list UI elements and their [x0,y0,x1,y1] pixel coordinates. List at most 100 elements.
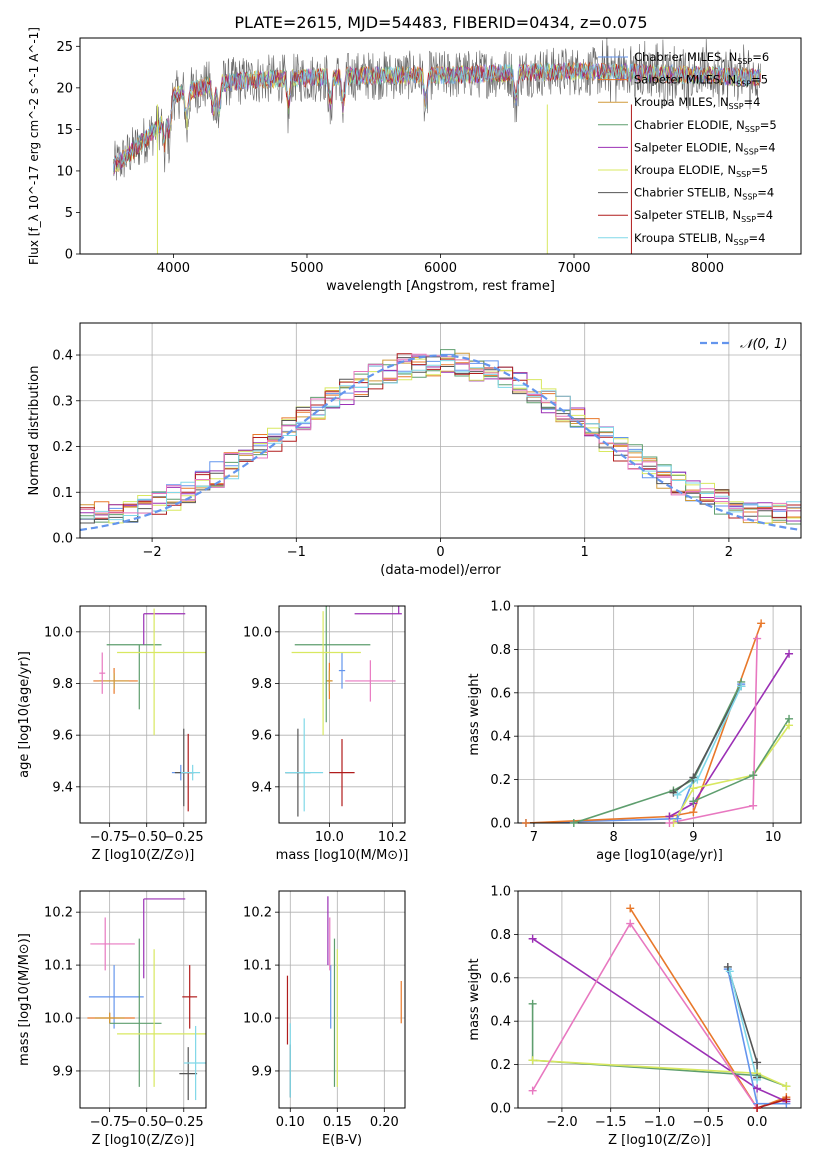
y-tick-label: 9.9 [52,1064,73,1079]
x-tick-label: −1.5 [595,1115,627,1130]
panel-mass-vs-EBV: 0.10 0.15 0.20 9.9 10.0 10.1 10.2 E(B-V) [243,890,406,1148]
errorbar-point-chabrier_miles [88,965,144,1029]
y-tick-label: 10.1 [243,959,272,974]
x-axis-label: age [log10(age/yr)] [596,848,723,863]
series-marker [521,819,530,827]
x-tick-label: −2.0 [546,1115,578,1130]
histogram-pink [80,353,801,521]
series-marker [689,797,698,806]
legend-entry: Chabrier ELODIE, NSSP=5 [634,118,777,134]
errorbar-point-pink [99,652,106,694]
plots-group: 4000 5000 6000 7000 80000510152025wavelength… [17,27,802,1148]
y-tick-label: 0.4 [52,349,73,364]
series-marker [725,967,734,976]
series-marker [749,771,758,780]
y-tick-label: 25 [56,40,73,55]
y-tick-label: 9.9 [251,1064,272,1079]
x-tick-label: 8 [610,830,618,845]
plot-area [518,606,801,823]
y-axis-label: mass weight [467,673,482,755]
series-marker [785,649,794,658]
y-tick-label: 0.2 [490,1058,511,1073]
series-marker [753,1075,762,1084]
series-line-salpeter_miles [525,623,762,823]
y-tick-label: 5 [65,206,73,221]
plot-area [80,606,206,823]
x-tick-label: 10.0 [315,830,344,845]
series-marker [528,1056,537,1065]
x-tick-label: 0.15 [323,1115,352,1130]
y-tick-label: 0.0 [52,532,73,547]
y-tick-label: 9.6 [52,729,73,744]
x-axis-label: mass [log10(M/M⊙)] [276,848,409,863]
series-marker [689,784,698,793]
y-tick-label: 0.6 [490,971,511,986]
x-tick-label: −0.25 [164,830,204,845]
series-marker [785,714,794,723]
errorbar-point-chabrier_stelib [174,728,193,807]
y-tick-label: 10.0 [44,1012,73,1027]
errorbar-point-kroupa_elodie [117,949,206,1087]
errorbar-point-kroupa_elodie [291,611,361,736]
y-tick-label: 9.6 [251,729,272,744]
y-axis-label: mass [log10(M/M⊙)] [17,933,32,1066]
errorbar-point-chabrier_elodie [294,606,371,723]
series-marker [528,1086,537,1095]
y-tick-label: 0 [65,248,73,263]
series-marker [693,775,702,784]
y-tick-label: 10.0 [44,625,73,640]
errorbar-point-salpeter_elodie [143,898,186,979]
series-marker [626,904,635,913]
x-tick-label: 1 [581,545,589,560]
series-marker [528,934,537,943]
series-marker [528,999,537,1008]
series-line-salpeter_miles [629,907,787,1108]
x-tick-label: −1 [287,545,306,560]
y-tick-label: 0.0 [490,817,511,832]
series-line-kroupa_elodie [672,724,790,823]
y-tick-label: 0.8 [490,928,511,943]
plot-area [279,606,405,823]
plot-area [80,323,801,538]
errorbar-point-kroupa_elodie [117,608,206,736]
x-tick-label: 6000 [424,261,457,276]
y-tick-label: 10.2 [44,906,73,921]
y-tick-label: 20 [56,81,73,96]
errorbar-point-salpeter_stelib [182,965,198,1029]
series-marker [749,801,758,810]
y-tick-label: 9.4 [52,780,73,795]
errorbar-point-pink [90,917,135,971]
y-tick-label: 9.8 [52,677,73,692]
errorbar-point-chabrier_stelib [179,1047,198,1101]
series-line-salpeter_stelib [756,1098,787,1108]
y-tick-label: 1.0 [490,885,511,900]
x-tick-label: 9 [689,830,697,845]
series-marker [626,919,635,928]
x-axis-label: Z [log10(Z/Z⊙)] [608,1133,711,1148]
histogram-kroupa_stelib [80,360,801,521]
legend-entry: Chabrier STELIB, NSSP=4 [634,186,774,202]
x-tick-label: −0.75 [90,1115,130,1130]
errorbar-point-kroupa_miles [326,670,333,692]
normal-curve [80,354,801,532]
y-tick-label: 0.4 [490,730,511,745]
panel-spectrum: 4000 5000 6000 7000 8000 0 5 10 15 20 25 wavelength… [27,27,802,294]
x-axis-label: Z [log10(Z/Z⊙)] [92,1133,195,1148]
y-tick-label: 0.2 [52,440,73,455]
spectrum-line-salpeter_stelib [113,61,762,169]
panel-massweight-vs-age: 7 8 9 10 0.0 0.2 0.4 0.6 0.8 1.0 age [log10(age/yr… [467,600,802,863]
x-tick-label: −0.75 [90,830,130,845]
axes-frame [517,605,802,824]
plot-area [279,891,405,1108]
errorbar-point-salpeter_elodie [354,606,402,615]
series-line-salpeter_elodie [669,653,790,818]
x-tick-label: 10 [765,830,782,845]
y-tick-label: 10.1 [44,959,73,974]
series-marker [689,808,698,817]
series-marker [753,1058,762,1067]
y-tick-label: 0.6 [490,686,511,701]
panel-age-vs-Z: −0.75−0.50−0.25 9.4 9.6 9.8 10.0 Z [log10(Z/Z… [17,605,207,863]
y-axis-label: Flux [f_λ 10^-17 erg cm^-2 s^-1 A^-1] [27,27,41,265]
axes-frame [278,890,406,1109]
plot-area [113,38,762,254]
